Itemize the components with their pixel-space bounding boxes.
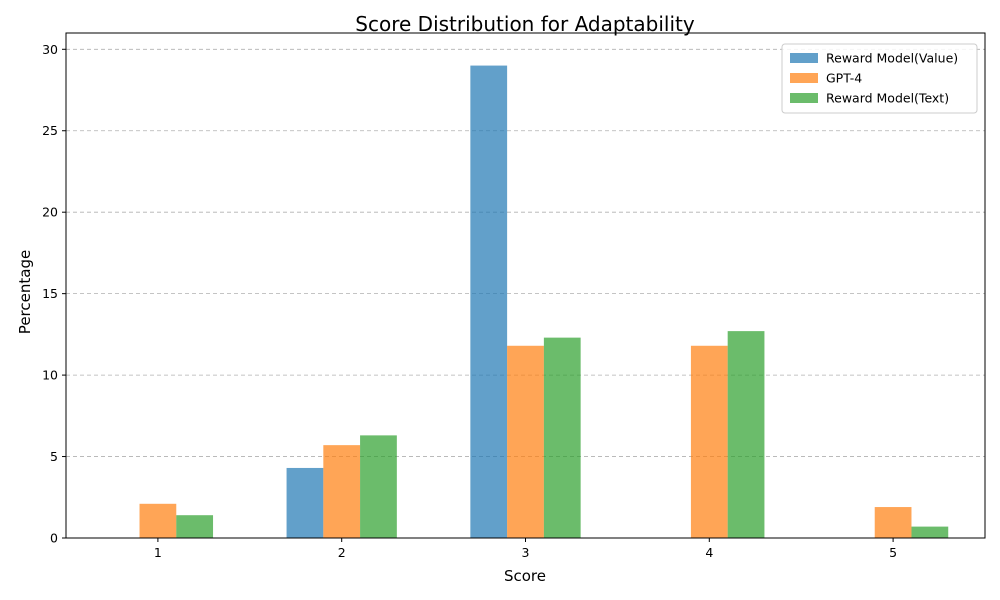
bar-reward-model-value-2: [286, 467, 324, 538]
y-tick-label: 30: [42, 42, 58, 57]
bar-reward-model-text-1: [176, 515, 214, 538]
legend-label: GPT-4: [826, 71, 862, 86]
legend-label: Reward Model(Value): [826, 51, 958, 66]
y-tick-label: 10: [42, 368, 58, 383]
legend-swatch: [790, 53, 818, 63]
bar-gpt-4-3: [507, 345, 544, 538]
legend: Reward Model(Value) GPT-4 Reward Model(Tex…: [781, 43, 978, 114]
x-axis-title: Score: [504, 567, 546, 585]
bar-gpt-4-4: [690, 345, 728, 538]
bar-reward-model-text-5: [911, 526, 949, 538]
bar-reward-model-text-4: [727, 331, 765, 538]
bars: [139, 65, 949, 539]
legend-box: [781, 43, 978, 114]
bar-gpt-4-2: [323, 445, 361, 538]
x-tick-label: 1: [154, 545, 162, 560]
y-axis-ticks: 0 5 10 15 20 25 30: [42, 42, 66, 546]
bar-reward-model-text-2: [360, 435, 397, 538]
y-tick-label: 15: [42, 286, 58, 301]
x-tick-label: 5: [889, 545, 897, 560]
x-tick-label: 4: [705, 545, 713, 560]
y-axis-title: Percentage: [16, 250, 34, 334]
bar-gpt-4-1: [139, 503, 177, 538]
x-tick-label: 2: [338, 545, 346, 560]
x-tick-label: 3: [522, 545, 530, 560]
bar-reward-model-value-3: [470, 65, 508, 539]
legend-swatch: [790, 73, 818, 83]
chart-title: Score Distribution for Adaptability: [355, 12, 695, 36]
bar-reward-model-text-3: [543, 337, 581, 538]
legend-swatch: [790, 93, 818, 103]
y-tick-label: 0: [50, 531, 58, 546]
y-tick-label: 25: [42, 123, 58, 138]
x-axis-ticks: 1 2 3 4 5: [154, 538, 897, 560]
y-tick-label: 20: [42, 205, 58, 220]
bar-gpt-4-5: [874, 507, 912, 538]
y-tick-label: 5: [50, 449, 58, 464]
legend-label: Reward Model(Text): [826, 91, 949, 106]
